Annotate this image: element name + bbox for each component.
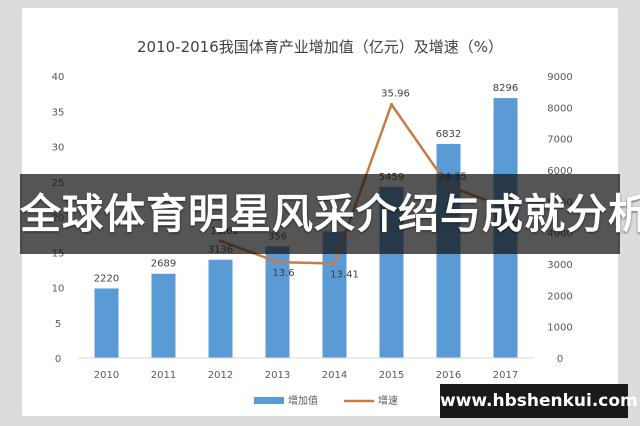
x-tick-label: 2015 xyxy=(379,370,404,381)
y-right-tick-label: 7000 xyxy=(547,135,572,146)
x-tick-label: 2014 xyxy=(322,370,347,381)
bar xyxy=(94,288,119,358)
x-tick-label: 2016 xyxy=(436,370,461,381)
bar-data-label: 6832 xyxy=(436,129,461,140)
x-tick-label: 2011 xyxy=(151,370,176,381)
y-right-tick-label: 2000 xyxy=(547,291,572,302)
y-right-tick-label: 1000 xyxy=(547,323,572,334)
y-right-tick-label: 0 xyxy=(557,354,563,365)
y-left-tick-label: 35 xyxy=(52,107,65,118)
y-left-tick-label: 0 xyxy=(55,354,61,365)
x-tick-label: 2013 xyxy=(265,370,290,381)
line-data-label: 35.96 xyxy=(381,88,410,99)
line-point xyxy=(276,260,279,264)
bar-data-label: 8296 xyxy=(493,83,518,94)
x-tick-label: 2017 xyxy=(493,370,518,381)
chart-title: 2010-2016我国体育产业增加值（亿元）及增速（%） xyxy=(137,38,503,56)
y-right-tick-label: 6000 xyxy=(547,166,572,177)
legend-label-line: 增速 xyxy=(378,394,398,407)
bar xyxy=(151,273,176,358)
watermark: www.hbshenkui.com xyxy=(440,384,638,418)
y-right-tick-label: 3000 xyxy=(547,260,572,271)
bar xyxy=(265,246,290,358)
bar-data-label: 2220 xyxy=(94,273,119,284)
title-banner: 全球体育明星风采介绍与成就分析 xyxy=(20,174,640,254)
x-tick-label: 2012 xyxy=(208,370,233,381)
line-point xyxy=(390,102,393,106)
y-left-tick-label: 40 xyxy=(52,72,65,83)
y-right-tick-label: 8000 xyxy=(547,103,572,114)
bar xyxy=(208,259,233,358)
y-left-tick-label: 30 xyxy=(52,143,65,154)
bar-data-label: 2689 xyxy=(151,259,176,270)
y-left-tick-label: 5 xyxy=(55,319,61,330)
y-left-tick-label: 10 xyxy=(52,284,65,295)
legend-swatch-bar xyxy=(254,397,284,404)
line-point xyxy=(333,261,336,265)
x-tick-label: 2010 xyxy=(94,370,119,381)
watermark-text: www.hbshenkui.com xyxy=(440,391,638,411)
line-data-label: 13.41 xyxy=(330,269,359,280)
line-data-label: 13.6 xyxy=(272,268,294,279)
banner-text: 全球体育明星风采介绍与成就分析 xyxy=(20,190,640,238)
y-right-tick-label: 9000 xyxy=(547,72,572,83)
legend-label-bar: 增加值 xyxy=(288,394,318,407)
